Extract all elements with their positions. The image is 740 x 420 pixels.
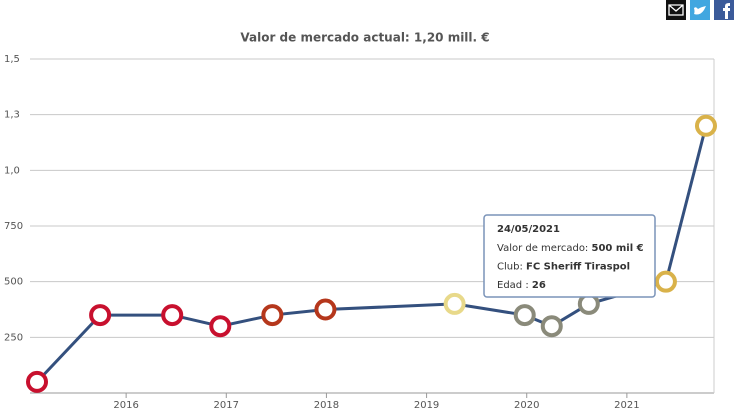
x-tick-label: 2018 bbox=[314, 400, 339, 411]
tooltip-row: Club: FC Sheriff Tiraspol bbox=[497, 262, 630, 273]
club-marker bbox=[209, 315, 232, 338]
x-tick-label: 2020 bbox=[514, 400, 539, 411]
club-marker bbox=[694, 114, 717, 137]
x-tick-label: 2016 bbox=[113, 400, 138, 411]
y-tick-label: 1,0 bbox=[4, 165, 20, 176]
tooltip-row: Valor de mercado: 500 mil € bbox=[497, 243, 644, 254]
tooltip-value: FC Sheriff Tiraspol bbox=[526, 262, 630, 273]
x-tick-label: 2017 bbox=[214, 400, 239, 411]
email-icon bbox=[668, 4, 684, 16]
tooltip-date: 24/05/2021 bbox=[497, 224, 560, 235]
tooltip-label: Club: bbox=[497, 262, 523, 273]
tooltip-value: 26 bbox=[532, 280, 546, 291]
club-marker bbox=[654, 270, 677, 293]
tooltip-value: 500 mil € bbox=[592, 243, 644, 254]
club-marker bbox=[314, 298, 337, 321]
y-tick-label: 500 bbox=[4, 277, 23, 288]
club-marker bbox=[513, 304, 536, 327]
twitter-icon bbox=[694, 6, 706, 15]
y-tick-label: 1,3 bbox=[4, 110, 20, 121]
x-tick-label: 2019 bbox=[414, 400, 439, 411]
club-marker bbox=[540, 315, 563, 338]
y-tick-label: 750 bbox=[4, 221, 23, 232]
series-line bbox=[35, 125, 708, 383]
club-marker bbox=[89, 304, 112, 327]
club-marker bbox=[161, 304, 184, 327]
y-tick-label: 250 bbox=[4, 332, 23, 343]
y-tick-label: 1,5 bbox=[4, 54, 20, 65]
club-marker bbox=[443, 292, 466, 315]
tooltip-label: Valor de mercado: bbox=[497, 243, 588, 254]
x-tick-label: 2021 bbox=[614, 400, 639, 411]
tooltip-row: Edad : 26 bbox=[497, 280, 546, 291]
club-marker bbox=[261, 304, 284, 327]
club-marker bbox=[26, 370, 49, 393]
tooltip-label: Edad : bbox=[497, 280, 529, 291]
chart-title: Valor de mercado actual: 1,20 mill. € bbox=[240, 31, 489, 45]
tooltip-box bbox=[483, 214, 656, 298]
facebook-icon bbox=[723, 3, 730, 19]
